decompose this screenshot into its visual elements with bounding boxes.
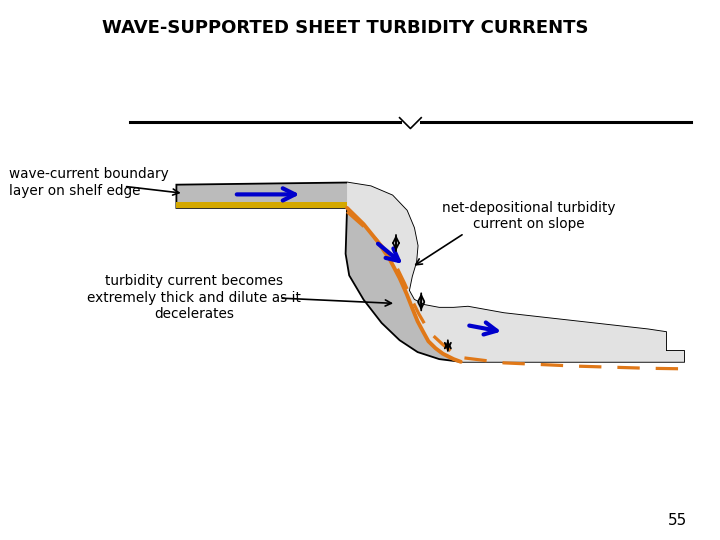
- Text: net-depositional turbidity
current on slope: net-depositional turbidity current on sl…: [443, 201, 616, 231]
- Text: 55: 55: [668, 513, 688, 528]
- Text: wave-current boundary
layer on shelf edge: wave-current boundary layer on shelf edg…: [9, 167, 168, 198]
- Text: turbidity current becomes
extremely thick and dilute as it
decelerates: turbidity current becomes extremely thic…: [87, 274, 302, 321]
- Polygon shape: [176, 202, 347, 208]
- Polygon shape: [347, 183, 684, 362]
- Polygon shape: [176, 183, 684, 362]
- Text: WAVE-SUPPORTED SHEET TURBIDITY CURRENTS: WAVE-SUPPORTED SHEET TURBIDITY CURRENTS: [102, 19, 589, 37]
